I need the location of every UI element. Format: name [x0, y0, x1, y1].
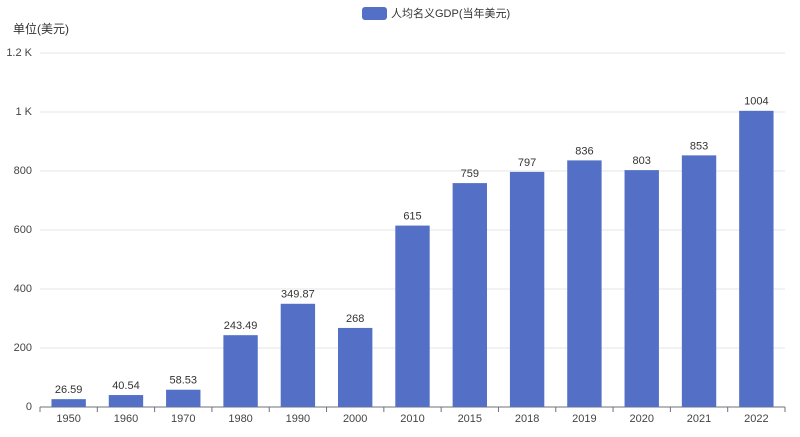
bar	[739, 110, 774, 407]
x-tick-label: 2015	[458, 413, 482, 425]
x-tick-label: 1990	[286, 413, 310, 425]
bar	[509, 171, 545, 407]
value-label: 268	[346, 313, 364, 325]
y-tick-label: 0	[26, 401, 32, 413]
x-tick-label: 1960	[114, 413, 138, 425]
y-tick-label: 200	[14, 342, 32, 354]
bar	[395, 225, 430, 407]
bar	[223, 335, 258, 407]
value-label: 797	[518, 157, 536, 169]
x-tick-label: 2010	[400, 413, 424, 425]
value-label: 853	[690, 140, 708, 152]
x-tick-label: 2019	[572, 413, 596, 425]
y-tick-label: 1 K	[15, 106, 32, 118]
bar	[280, 303, 316, 407]
bar	[452, 183, 487, 407]
bar	[108, 395, 144, 407]
y-tick-label: 1.2 K	[6, 47, 32, 59]
x-tick-label: 1950	[56, 413, 80, 425]
y-tick-label: 600	[14, 224, 32, 236]
value-label: 836	[575, 145, 593, 157]
y-axis-label: 单位(美元)	[13, 21, 69, 36]
value-label: 243.49	[224, 320, 258, 332]
bar	[338, 327, 373, 407]
value-label: 615	[403, 210, 421, 222]
x-tick-label: 2000	[343, 413, 367, 425]
value-label: 803	[633, 155, 651, 167]
x-tick-label: 1970	[171, 413, 195, 425]
x-tick-label: 2022	[744, 413, 768, 425]
bar	[166, 389, 201, 407]
y-tick-label: 800	[14, 165, 32, 177]
value-label: 40.54	[112, 380, 140, 392]
value-label: 349.87	[281, 289, 315, 301]
value-label: 58.53	[170, 375, 198, 387]
legend-swatch	[362, 7, 387, 20]
bar	[681, 155, 717, 407]
legend-label: 人均名义GDP(当年美元)	[391, 6, 510, 20]
bar	[624, 170, 659, 407]
x-tick-label: 2018	[515, 413, 539, 425]
bar	[51, 399, 86, 407]
x-tick-label: 2021	[687, 413, 711, 425]
value-label: 759	[461, 168, 479, 180]
bar	[567, 160, 602, 407]
x-tick-label: 1980	[228, 413, 252, 425]
value-label: 26.59	[55, 384, 83, 396]
x-tick-label: 2020	[629, 413, 653, 425]
y-tick-label: 400	[14, 283, 32, 295]
value-label: 1004	[744, 96, 768, 108]
